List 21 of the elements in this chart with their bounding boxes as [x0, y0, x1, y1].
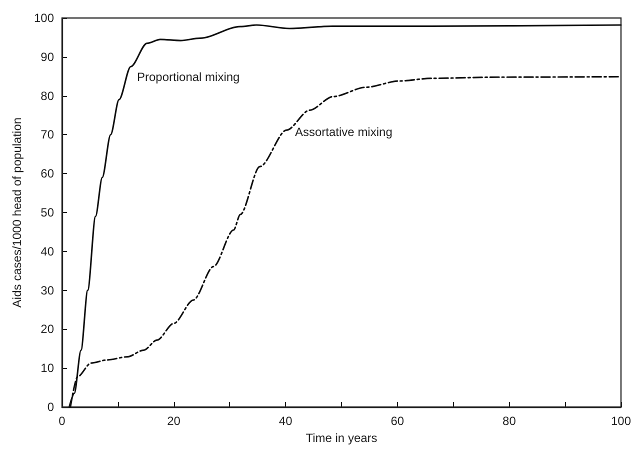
- series-label: Assortative mixing: [295, 125, 392, 139]
- x-tick-label: 80: [502, 414, 516, 428]
- series-label: Proportional mixing: [137, 70, 240, 84]
- y-tick-label: 90: [40, 50, 54, 64]
- x-tick-label: 0: [58, 414, 66, 428]
- x-tick-label: 100: [610, 414, 632, 428]
- x-tick-label: 60: [390, 414, 404, 428]
- x-axis-title: Time in years: [306, 430, 378, 445]
- y-tick-label: 30: [40, 283, 54, 298]
- x-tick-label: 20: [167, 414, 181, 428]
- y-tick-label: 20: [40, 322, 54, 336]
- y-tick-label: 10: [40, 361, 54, 376]
- y-tick-label: 70: [40, 128, 54, 142]
- y-axis-title: Aids cases/1000 head of population: [10, 117, 24, 308]
- y-tick-label: 50: [40, 206, 54, 220]
- x-tick-label: 40: [278, 414, 293, 428]
- y-tick-label: 40: [40, 244, 54, 258]
- y-tick-label: 80: [40, 88, 54, 103]
- y-tick-label: 60: [40, 166, 54, 181]
- y-tick-label: 100: [34, 11, 54, 25]
- y-tick-label: 0: [47, 400, 54, 414]
